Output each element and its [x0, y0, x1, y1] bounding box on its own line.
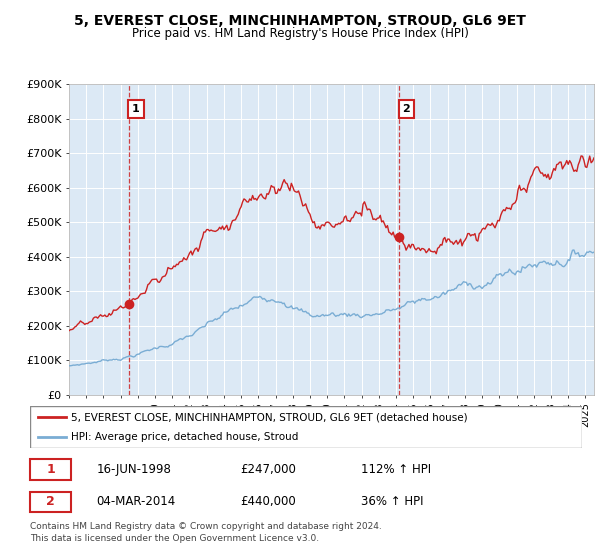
Text: 1: 1	[46, 463, 55, 476]
Text: £247,000: £247,000	[240, 463, 296, 476]
Text: Price paid vs. HM Land Registry's House Price Index (HPI): Price paid vs. HM Land Registry's House …	[131, 27, 469, 40]
Text: £440,000: £440,000	[240, 496, 296, 508]
Text: 1: 1	[132, 104, 140, 114]
Text: 04-MAR-2014: 04-MAR-2014	[96, 496, 175, 508]
FancyBboxPatch shape	[30, 492, 71, 512]
Text: HPI: Average price, detached house, Stroud: HPI: Average price, detached house, Stro…	[71, 432, 299, 442]
Text: Contains HM Land Registry data © Crown copyright and database right 2024.
This d: Contains HM Land Registry data © Crown c…	[30, 522, 382, 543]
Text: 112% ↑ HPI: 112% ↑ HPI	[361, 463, 431, 476]
Text: 5, EVEREST CLOSE, MINCHINHAMPTON, STROUD, GL6 9ET: 5, EVEREST CLOSE, MINCHINHAMPTON, STROUD…	[74, 14, 526, 28]
Text: 2: 2	[46, 496, 55, 508]
Text: 36% ↑ HPI: 36% ↑ HPI	[361, 496, 424, 508]
Text: 2: 2	[403, 104, 410, 114]
Text: 16-JUN-1998: 16-JUN-1998	[96, 463, 171, 476]
Text: 5, EVEREST CLOSE, MINCHINHAMPTON, STROUD, GL6 9ET (detached house): 5, EVEREST CLOSE, MINCHINHAMPTON, STROUD…	[71, 412, 468, 422]
FancyBboxPatch shape	[30, 459, 71, 480]
